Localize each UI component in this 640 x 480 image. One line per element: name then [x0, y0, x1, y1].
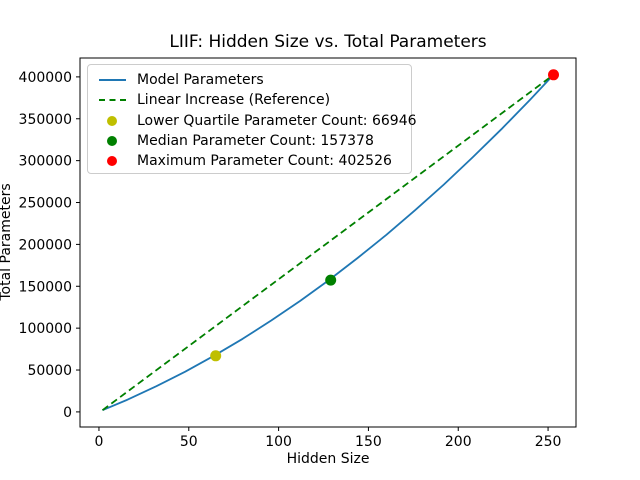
legend-item: Maximum Parameter Count: 402526: [95, 151, 411, 171]
plot-layer: 0 50 100 150 200 250 0 50000 100000 150000 200000 2…: [19, 57, 577, 450]
y-axis-label: Total Parameters: [0, 183, 14, 301]
legend: Model Parameters Linear Increase (Refere…: [87, 64, 417, 174]
y-tick-label: 200000: [19, 237, 72, 253]
plot-frame: [79, 57, 577, 428]
y-tick-label: 350000: [19, 112, 72, 128]
series-linear-increase-reference: [101, 74, 555, 411]
legend-label: Median Parameter Count: 157378: [137, 133, 374, 150]
legend-label: Maximum Parameter Count: 402526: [137, 153, 392, 170]
legend-swatch-dot: [95, 136, 129, 147]
chart-title: LIIF: Hidden Size vs. Total Parameters: [169, 32, 486, 52]
legend-swatch-dashed-line: [95, 99, 129, 102]
legend-item: Lower Quartile Parameter Count: 66946: [95, 111, 417, 131]
legend-item: Linear Increase (Reference): [95, 90, 411, 110]
x-tick-label: 150: [355, 434, 382, 450]
legend-swatch-dot: [95, 115, 129, 126]
legend-swatch-dot: [95, 156, 129, 167]
x-tick-label: 50: [180, 434, 198, 450]
x-tick-label: 100: [265, 434, 292, 450]
legend-line-glyph: [98, 99, 126, 102]
y-tick-label: 0: [63, 405, 72, 421]
legend-label: Linear Increase (Reference): [137, 92, 331, 109]
y-tick-label: 300000: [19, 154, 72, 170]
marker-maximum-parameter-count-402526: [548, 69, 559, 81]
legend-label: Model Parameters: [137, 72, 264, 89]
x-tick-label: 200: [445, 434, 472, 450]
legend-dot-glyph: [107, 115, 117, 126]
y-tick-label: 100000: [19, 321, 72, 337]
y-tick-label: 150000: [19, 279, 72, 295]
x-tick-label: 0: [94, 434, 103, 450]
marker-lower-quartile-parameter-count-66946: [210, 350, 222, 362]
x-tick-label: 250: [535, 434, 562, 450]
legend-item: Median Parameter Count: 157378: [95, 131, 411, 151]
y-tick-label: 50000: [27, 363, 72, 379]
legend-swatch-line: [95, 79, 129, 82]
legend-dot-glyph: [107, 156, 117, 167]
legend-label: Lower Quartile Parameter Count: 66946: [137, 112, 417, 129]
legend-dot-glyph: [107, 136, 117, 147]
y-tick-label: 250000: [19, 196, 72, 212]
legend-item: Model Parameters: [95, 70, 411, 90]
y-tick-label: 400000: [19, 70, 72, 86]
marker-median-parameter-count-157378: [325, 274, 337, 286]
legend-line-glyph: [98, 79, 126, 82]
x-axis-label: Hidden Size: [287, 451, 370, 467]
